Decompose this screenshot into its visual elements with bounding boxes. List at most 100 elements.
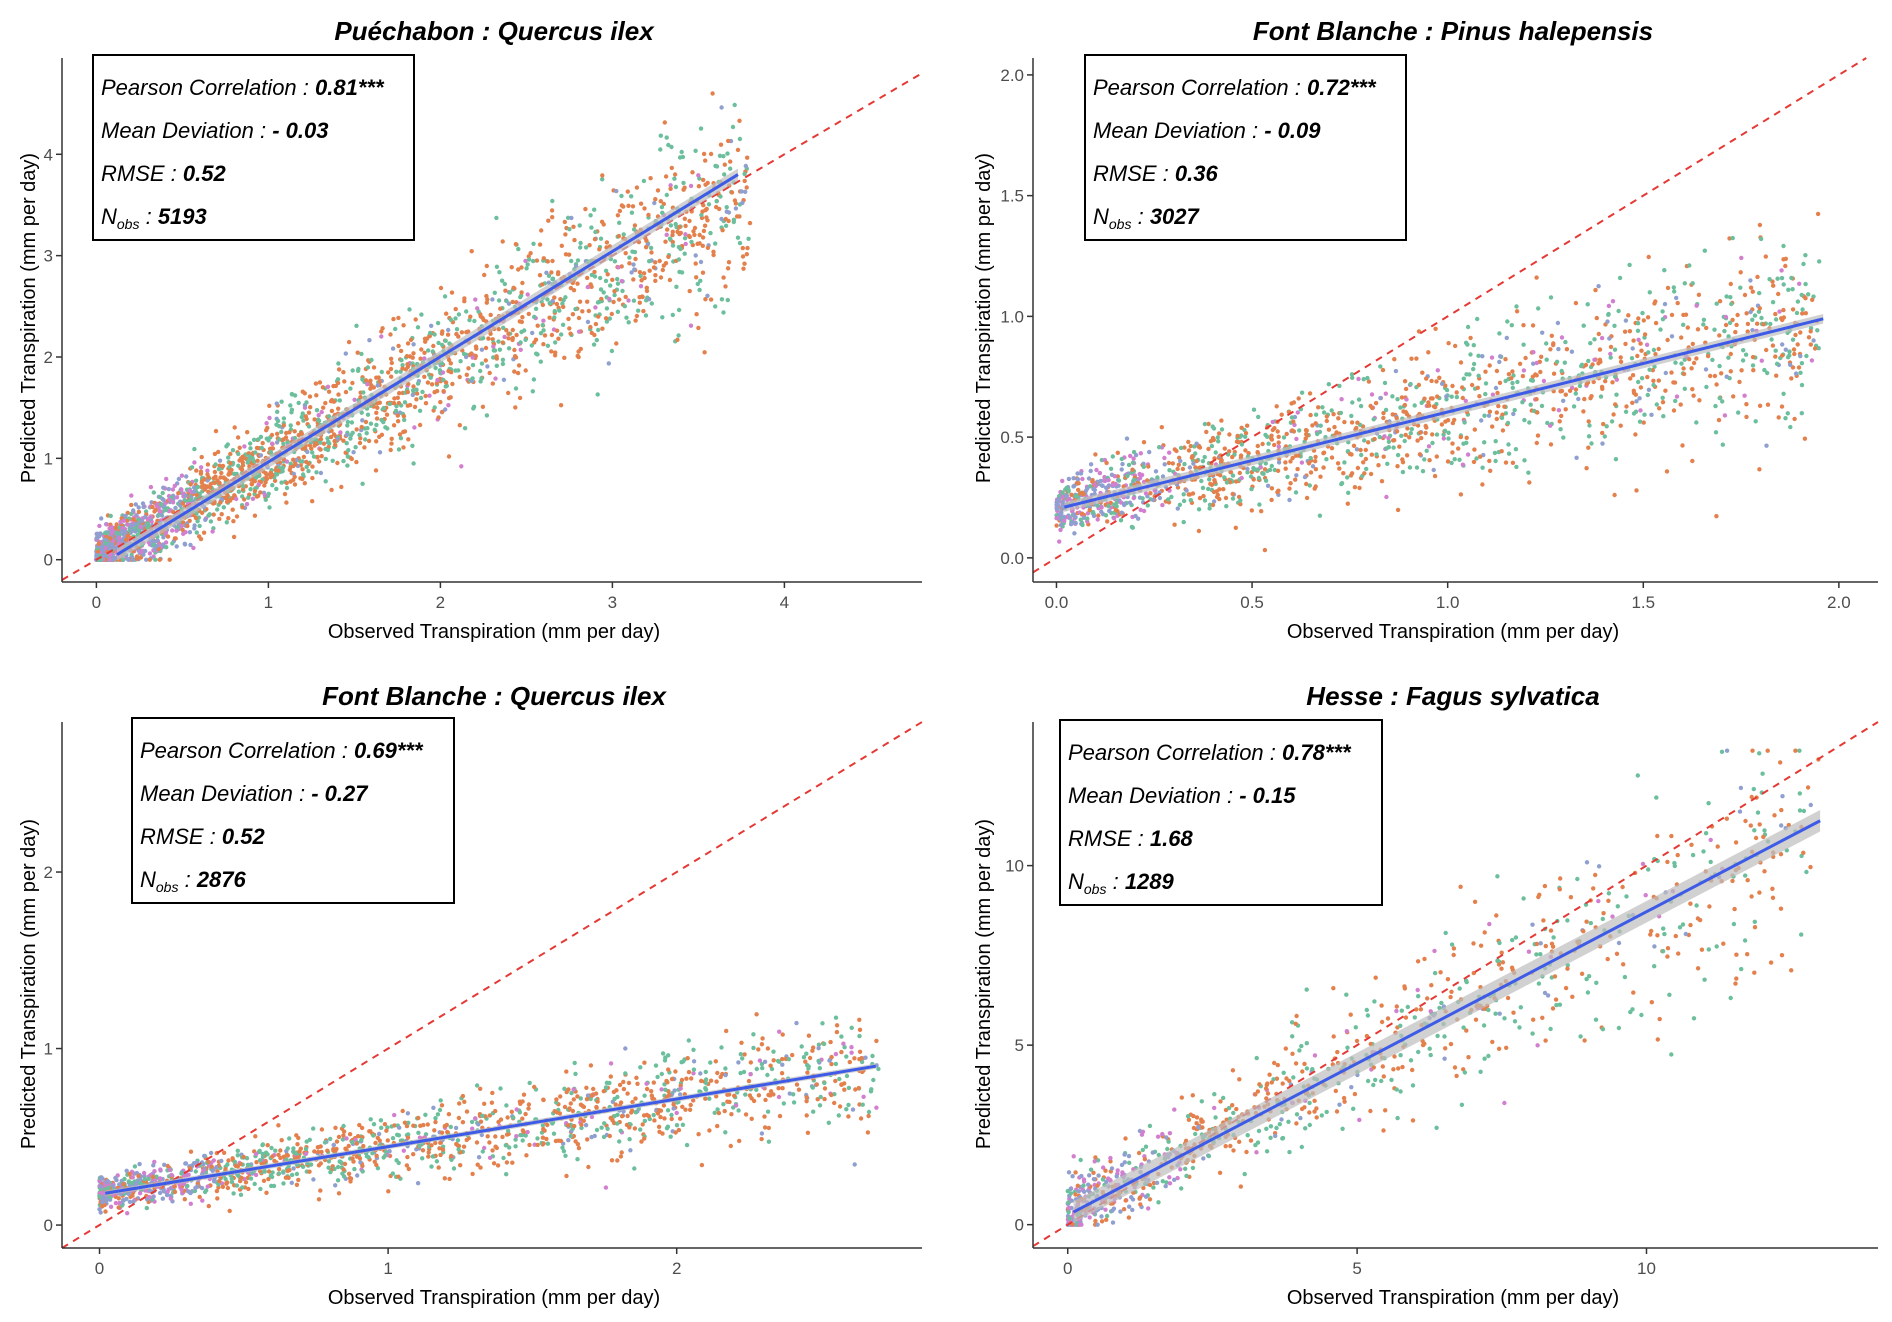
data-point xyxy=(1110,454,1116,459)
data-point xyxy=(284,480,289,486)
data-point xyxy=(1493,439,1498,444)
data-point xyxy=(1690,387,1695,392)
data-point xyxy=(1489,355,1495,360)
data-point xyxy=(1307,391,1313,396)
data-point xyxy=(1660,309,1665,314)
data-point xyxy=(443,338,448,343)
panel-title-separator: : xyxy=(474,16,497,46)
data-point xyxy=(1176,462,1182,467)
data-point xyxy=(445,1129,450,1135)
data-point xyxy=(1324,457,1329,462)
data-point xyxy=(1097,470,1103,476)
data-point xyxy=(1799,411,1805,416)
data-point xyxy=(670,239,675,245)
data-point xyxy=(1534,397,1539,402)
data-point xyxy=(429,382,435,387)
data-point xyxy=(407,402,413,408)
data-point xyxy=(1798,353,1803,359)
data-point xyxy=(201,530,207,535)
data-point xyxy=(1588,341,1593,346)
data-point xyxy=(1424,448,1429,453)
data-point xyxy=(176,476,182,482)
data-point xyxy=(422,350,427,355)
data-point xyxy=(379,417,384,423)
data-point xyxy=(694,275,699,280)
data-point xyxy=(203,517,208,522)
data-point xyxy=(182,1197,187,1202)
data-point xyxy=(1071,476,1076,481)
data-point xyxy=(266,491,271,496)
data-point xyxy=(1757,467,1762,472)
data-point xyxy=(1488,468,1493,473)
data-point xyxy=(517,319,522,324)
data-point xyxy=(822,1096,827,1102)
data-point xyxy=(389,441,394,446)
data-point xyxy=(472,318,477,324)
data-point xyxy=(125,522,130,527)
data-point xyxy=(1722,328,1727,334)
y-tick-label: 1.5 xyxy=(1000,187,1024,206)
data-point xyxy=(549,208,555,213)
data-point xyxy=(506,331,511,336)
data-point xyxy=(669,144,674,150)
data-point xyxy=(1400,469,1406,475)
data-point xyxy=(1504,335,1510,341)
data-point xyxy=(1362,471,1367,476)
data-point xyxy=(611,299,616,305)
data-point xyxy=(1157,445,1162,450)
data-point xyxy=(265,425,270,431)
data-point xyxy=(669,1116,674,1122)
data-point xyxy=(448,395,453,400)
data-point xyxy=(722,172,727,177)
data-point xyxy=(1435,368,1441,373)
data-point xyxy=(256,482,261,487)
data-point xyxy=(577,329,582,334)
data-point xyxy=(1627,262,1632,268)
data-point xyxy=(1776,291,1781,297)
data-point xyxy=(335,460,340,466)
data-point xyxy=(713,304,718,309)
data-point xyxy=(1556,346,1561,352)
data-point xyxy=(635,1081,640,1087)
data-point xyxy=(317,380,323,385)
y-tick-label: 2.0 xyxy=(1000,66,1024,85)
data-point xyxy=(332,438,337,444)
data-point xyxy=(520,315,525,320)
data-point xyxy=(377,450,383,455)
data-point xyxy=(540,282,545,287)
data-point xyxy=(523,258,528,264)
data-point xyxy=(1646,350,1651,355)
data-point xyxy=(114,522,119,527)
data-point xyxy=(377,379,382,384)
data-point xyxy=(527,1080,532,1086)
data-point xyxy=(567,326,572,331)
data-point xyxy=(1071,484,1076,489)
data-point xyxy=(97,523,102,529)
data-point xyxy=(504,328,509,333)
data-point xyxy=(1645,392,1651,398)
data-point xyxy=(1722,413,1728,418)
data-point xyxy=(510,327,515,333)
x-axis-label: Observed Transpiration (mm per day) xyxy=(328,621,660,643)
data-point xyxy=(355,368,361,373)
data-point xyxy=(1618,423,1623,428)
data-point xyxy=(1130,467,1135,472)
data-point xyxy=(1290,428,1295,433)
data-point xyxy=(1285,474,1290,480)
data-point xyxy=(1498,354,1503,359)
data-point xyxy=(1558,427,1563,432)
data-point xyxy=(234,514,240,519)
data-point xyxy=(1320,405,1325,410)
data-point xyxy=(1599,384,1605,390)
data-point xyxy=(164,476,169,482)
data-point xyxy=(415,325,421,330)
data-point xyxy=(232,425,237,430)
stat-pearson: Pearson Correlation : 0.72*** xyxy=(1093,75,1377,100)
data-point xyxy=(1356,376,1361,382)
data-point xyxy=(1598,394,1604,399)
data-point xyxy=(524,1153,529,1158)
data-point xyxy=(1744,402,1749,407)
data-point xyxy=(1788,424,1793,430)
data-point xyxy=(563,232,568,237)
data-point xyxy=(242,497,247,502)
